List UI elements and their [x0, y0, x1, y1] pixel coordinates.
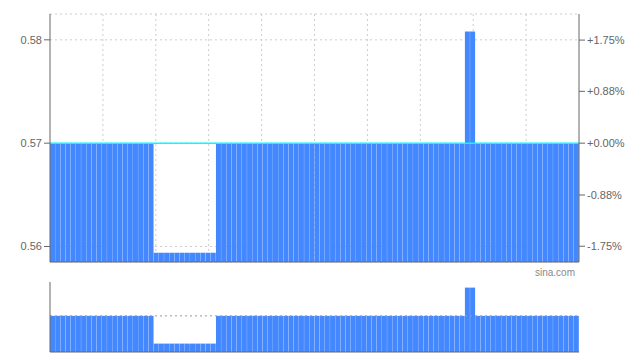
svg-text:-1.75%: -1.75% — [587, 240, 622, 252]
svg-text:0.57: 0.57 — [21, 137, 42, 149]
svg-text:+1.75%: +1.75% — [587, 34, 625, 46]
svg-text:-0.88%: -0.88% — [587, 189, 622, 201]
svg-text:0.56: 0.56 — [21, 240, 42, 252]
html-text:sina.com: sina.com — [535, 267, 575, 278]
svg-text:+0.00%: +0.00% — [587, 137, 625, 149]
svg-text:0.58: 0.58 — [21, 34, 42, 46]
svg-text:+0.88%: +0.88% — [587, 85, 625, 97]
